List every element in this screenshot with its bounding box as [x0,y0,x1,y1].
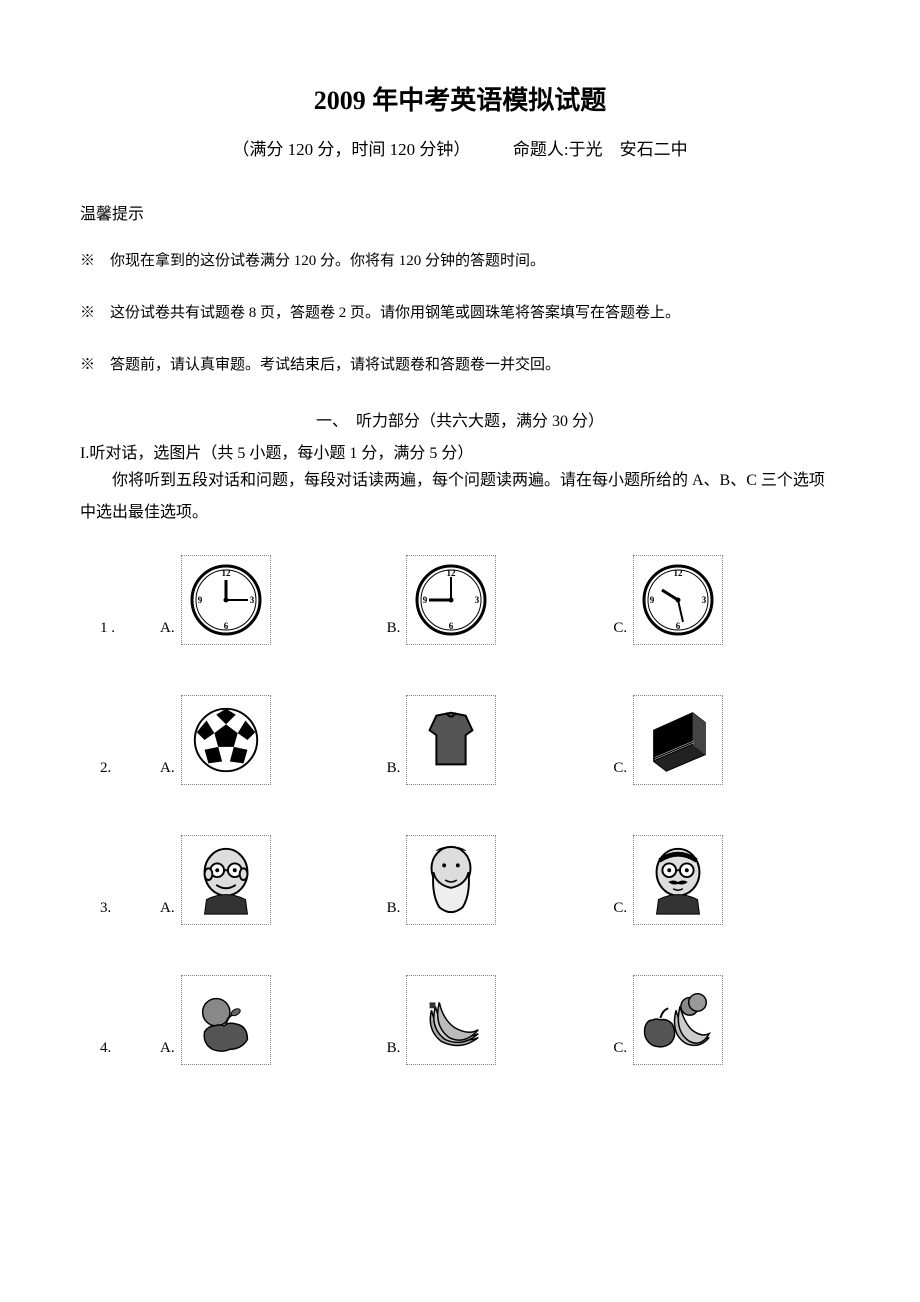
fruit-bananas-icon [406,975,496,1065]
option: A. [160,835,387,925]
instruction-text-cont: 中选出最佳选项。 [80,501,840,525]
svg-text:9: 9 [650,595,655,605]
option: B. 12 3 6 9 [387,555,614,645]
question-row: 4. A. B. C. [80,975,840,1065]
soccer-ball-icon [181,695,271,785]
option-label: A. [160,620,175,645]
svg-text:3: 3 [249,595,254,605]
svg-text:9: 9 [197,595,202,605]
option: A. [160,975,387,1065]
clock-9-00-icon: 12 3 6 9 [406,555,496,645]
clock-8-28-icon: 12 3 6 9 [633,555,723,645]
svg-text:6: 6 [676,621,681,631]
option-label: A. [160,1040,175,1065]
question-number: 1 . [100,620,160,645]
page-title: 2009 年中考英语模拟试题 [80,80,840,117]
option: C. [613,835,840,925]
option-label: B. [387,900,401,925]
hint-item: ※ 答题前，请认真审题。考试结束后，请将试题卷和答题卷一并交回。 [80,353,840,377]
option: B. [387,975,614,1065]
question-number: 4. [100,1040,160,1065]
svg-text:12: 12 [674,568,684,578]
section-header: 一、 听力部分（共六大题，满分 30 分） [80,407,840,431]
man-beard-icon [406,835,496,925]
option-label: B. [387,760,401,785]
hint-header: 温馨提示 [80,200,840,224]
hint-item: ※ 你现在拿到的这份试卷满分 120 分。你将有 120 分钟的答题时间。 [80,249,840,273]
svg-text:6: 6 [223,621,228,631]
option: C. [613,695,840,785]
hint-item: ※ 这份试卷共有试题卷 8 页，答题卷 2 页。请你用钢笔或圆珠笔将答案填写在答… [80,301,840,325]
svg-text:9: 9 [423,595,428,605]
option: C. 12 3 6 9 [613,555,840,645]
option-label: C. [613,620,627,645]
question-number: 2. [100,760,160,785]
subsection-header: I.听对话，选图片（共 5 小题，每小题 1 分，满分 5 分） [80,439,840,463]
option: C. [613,975,840,1065]
option-label: B. [387,1040,401,1065]
svg-text:12: 12 [221,568,231,578]
option-label: C. [613,900,627,925]
option: B. [387,695,614,785]
svg-text:3: 3 [475,595,480,605]
option: A. 12 3 6 9 [160,555,387,645]
clothing-icon [406,695,496,785]
book-icon [633,695,723,785]
fruit-apples-icon [181,975,271,1065]
page-subtitle: （满分 120 分，时间 120 分钟） 命题人:于光 安石二中 [80,135,840,160]
man-bald-glasses-icon [181,835,271,925]
svg-text:6: 6 [449,621,454,631]
option: B. [387,835,614,925]
option-label: A. [160,760,175,785]
svg-text:3: 3 [702,595,707,605]
question-row: 2. A. B. C. [80,695,840,785]
option-label: C. [613,760,627,785]
fruit-mixed-icon [633,975,723,1065]
svg-text:12: 12 [447,568,457,578]
option: A. [160,695,387,785]
option-label: C. [613,1040,627,1065]
question-number: 3. [100,900,160,925]
instruction-text: 你将听到五段对话和问题，每段对话读两遍，每个问题读两遍。请在每小题所给的 A、B… [80,469,840,493]
option-label: A. [160,900,175,925]
question-row: 3. A. B. [80,835,840,925]
clock-3-00-icon: 12 3 6 9 [181,555,271,645]
option-label: B. [387,620,401,645]
question-row: 1 . A. 12 3 6 9 B. 12 3 6 [80,555,840,645]
man-mustache-glasses-icon [633,835,723,925]
